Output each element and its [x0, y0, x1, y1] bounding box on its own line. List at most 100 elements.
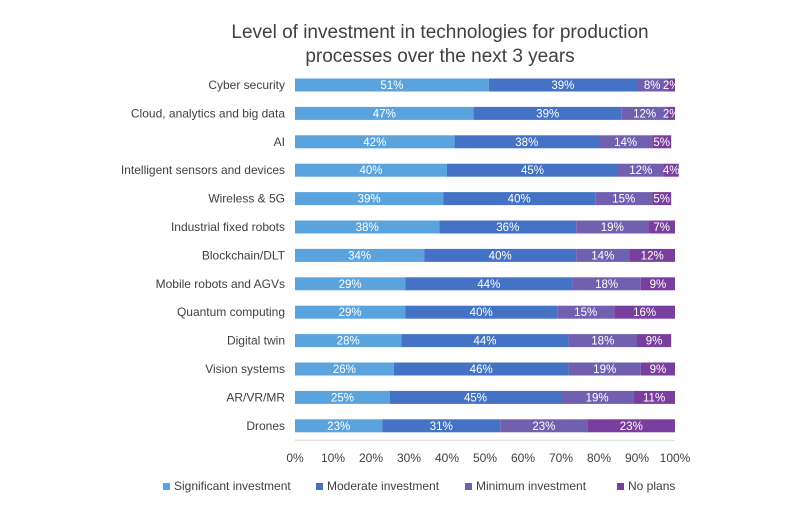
category-label: Drones: [246, 419, 285, 433]
bar-segment: [439, 220, 577, 234]
bar-segment: [393, 362, 569, 376]
bar-segment: [568, 334, 637, 348]
bar-segment: [295, 277, 406, 291]
category-label: Cloud, analytics and big data: [131, 106, 285, 120]
data-label: 7%: [653, 222, 670, 234]
bar-segment: [667, 78, 675, 92]
category-label: Mobile robots and AGVs: [156, 277, 285, 291]
bar-segment: [295, 192, 444, 206]
data-label: 51%: [380, 80, 403, 92]
bar-segment: [663, 163, 679, 177]
bar-segment: [424, 248, 577, 262]
chart-title-line-1: Level of investment in technologies for …: [231, 22, 648, 43]
data-label: 44%: [473, 336, 496, 348]
data-label: 36%: [496, 222, 519, 234]
x-tick-label: 60%: [511, 451, 535, 465]
category-label: Vision systems: [205, 362, 285, 376]
bar-segment: [640, 277, 675, 291]
x-axis-ticks: 0% 10% 20% 30% 40% 50% 60% 70% 80% 90% 100%: [286, 451, 690, 465]
data-label: 19%: [593, 364, 616, 376]
bar-segment: [572, 277, 641, 291]
bar-segment: [443, 192, 596, 206]
bar-segment: [595, 192, 653, 206]
category-label: AR/VR/MR: [226, 390, 285, 404]
data-label: 39%: [536, 108, 559, 120]
data-label: 9%: [646, 336, 663, 348]
bar-segment: [295, 106, 474, 120]
legend-label: Minimum investment: [476, 479, 587, 493]
bar-segment: [447, 163, 618, 177]
category-label: Quantum computing: [177, 305, 285, 319]
bar-segment: [295, 163, 447, 177]
legend-swatch: [617, 483, 624, 490]
bar-segment: [587, 419, 675, 433]
data-label: 29%: [339, 279, 362, 291]
bar-segment: [652, 192, 672, 206]
bar-segment: [637, 334, 672, 348]
data-label: 11%: [643, 392, 665, 404]
legend-label: Moderate investment: [327, 479, 440, 493]
data-label: 12%: [633, 108, 656, 120]
legend: Significant investment Moderate investmen…: [163, 479, 675, 493]
data-label: 19%: [586, 392, 609, 404]
category-label: Digital twin: [227, 334, 285, 348]
legend-swatch: [316, 483, 323, 490]
category-label: AI: [274, 135, 285, 149]
category-labels: Cyber security Cloud, analytics and big d…: [121, 78, 286, 433]
chart-title: Level of investment in technologies for …: [231, 22, 648, 67]
data-label: 34%: [348, 250, 371, 262]
data-label: 38%: [356, 222, 379, 234]
data-label: 19%: [601, 222, 624, 234]
bar-segment: [454, 135, 599, 149]
bar-segment: [405, 305, 558, 319]
bar-segment: [500, 419, 588, 433]
bars: 51% 39% 8% 2%47% 39% 12% 2%42% 38% 14% 5%40% 45% 12…: [295, 78, 680, 433]
x-tick-label: 40%: [435, 451, 459, 465]
data-label: 39%: [551, 80, 574, 92]
bar-segment: [295, 334, 402, 348]
data-label: 15%: [612, 194, 635, 206]
data-label: 45%: [464, 392, 487, 404]
data-label: 26%: [333, 364, 356, 376]
bar-segment: [621, 106, 668, 120]
data-label: 5%: [653, 194, 670, 206]
legend-swatch: [465, 483, 472, 490]
data-label: 47%: [373, 108, 396, 120]
bar-segment: [405, 277, 573, 291]
bar-segment: [576, 220, 649, 234]
legend-label: Significant investment: [174, 479, 291, 493]
bar-segment: [576, 248, 630, 262]
x-tick-label: 30%: [397, 451, 421, 465]
data-label: 25%: [331, 392, 354, 404]
data-label: 40%: [359, 165, 382, 177]
legend-label: No plans: [628, 479, 675, 493]
data-label: 2%: [663, 80, 680, 92]
data-label: 9%: [650, 279, 667, 291]
data-label: 23%: [327, 421, 350, 433]
bar-segment: [390, 390, 561, 404]
data-label: 39%: [358, 194, 381, 206]
bar-segment: [295, 390, 390, 404]
data-label: 46%: [470, 364, 493, 376]
data-label: 4%: [663, 165, 680, 177]
bar-segment: [295, 220, 440, 234]
category-label: Cyber security: [208, 78, 285, 92]
bar-segment: [295, 78, 489, 92]
category-label: Industrial fixed robots: [171, 220, 285, 234]
data-label: 31%: [430, 421, 453, 433]
x-tick-label: 70%: [549, 451, 573, 465]
data-label: 28%: [337, 336, 360, 348]
data-label: 16%: [633, 307, 656, 319]
bar-segment: [561, 390, 634, 404]
bar-segment: [614, 305, 675, 319]
x-tick-label: 20%: [359, 451, 383, 465]
data-label: 29%: [339, 307, 362, 319]
data-label: 38%: [515, 137, 538, 149]
data-label: 40%: [470, 307, 493, 319]
data-label: 5%: [653, 137, 670, 149]
x-tick-label: 50%: [473, 451, 497, 465]
data-label: 18%: [595, 279, 618, 291]
bar-segment: [488, 78, 637, 92]
bar-segment: [637, 78, 668, 92]
